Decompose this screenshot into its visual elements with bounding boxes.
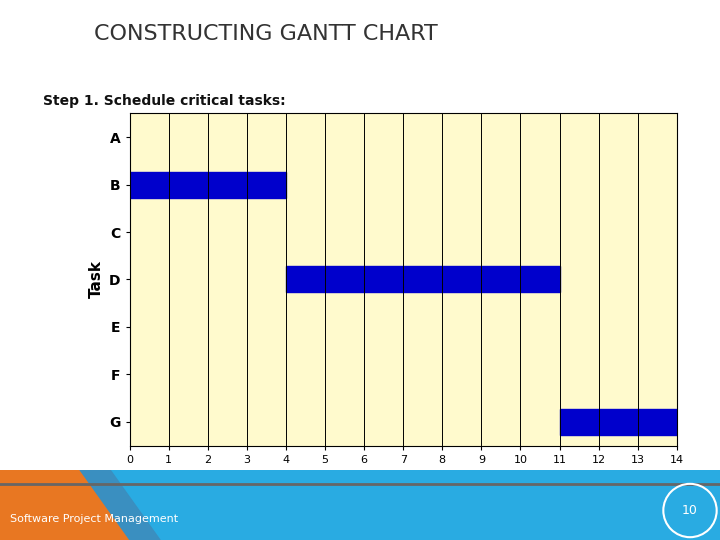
Bar [130,172,286,198]
Polygon shape [80,470,160,540]
Bar [559,409,677,435]
Text: Step 1. Schedule critical tasks:: Step 1. Schedule critical tasks: [43,94,286,109]
Polygon shape [0,470,130,540]
Text: Software Project Management: Software Project Management [10,514,178,524]
Bar [286,266,559,293]
X-axis label: Time: Time [382,470,424,485]
Text: CONSTRUCTING GANTT CHART: CONSTRUCTING GANTT CHART [94,24,437,44]
Y-axis label: Task: Task [89,260,104,299]
Text: 10: 10 [682,504,698,517]
